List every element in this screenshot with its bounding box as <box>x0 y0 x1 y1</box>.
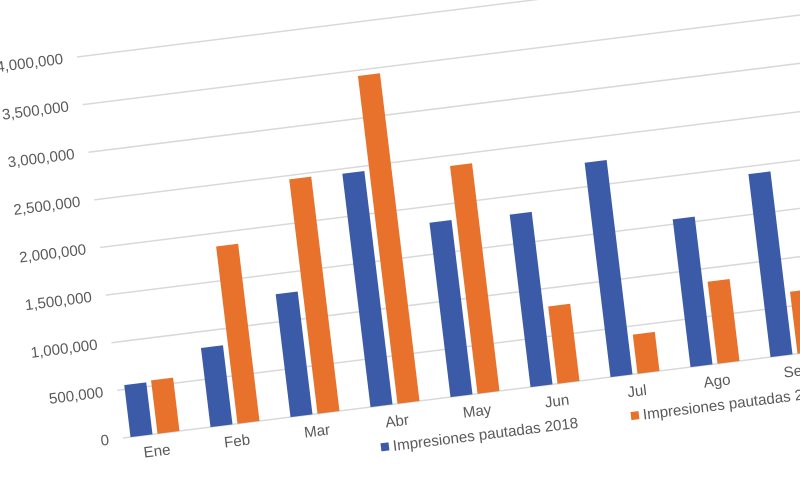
y-tick-label: 4,000,000 <box>0 51 64 76</box>
gridline <box>99 146 800 249</box>
x-tick-label: Mar <box>303 421 331 441</box>
bar-2018-mar <box>275 291 313 418</box>
gridline <box>76 0 800 58</box>
bar-2018-feb <box>200 345 233 428</box>
y-tick-label: 1,000,000 <box>30 337 99 362</box>
bar-2018-abr <box>342 170 393 408</box>
bar-2019-ago <box>707 279 740 364</box>
x-tick-label: Ene <box>143 441 172 461</box>
gridline <box>94 99 800 201</box>
bar-2018-jul <box>584 160 633 378</box>
bar-2019-ene <box>151 377 180 434</box>
legend: Impresiones pautadas 2018 Impresiones pa… <box>380 384 800 455</box>
x-tick-label: Jul <box>627 382 648 401</box>
y-tick-label: 2,500,000 <box>13 194 82 219</box>
bar-2019-feb <box>216 243 260 424</box>
y-tick-label: 500,000 <box>48 384 104 408</box>
y-axis: 0 500,000 1,000,000 1,500,000 2,000,000 2,500… <box>0 51 110 450</box>
bar-2018-ago <box>672 216 713 368</box>
bar-2018-ene <box>124 382 153 438</box>
gridline <box>88 51 800 153</box>
x-tick-label: Abr <box>384 412 409 432</box>
bar-2018-sep <box>748 171 793 358</box>
legend-swatch-2018 <box>380 442 390 452</box>
bar-2019-abr <box>357 73 420 404</box>
bar-2018-may <box>429 220 473 398</box>
y-tick-label: 1,500,000 <box>24 289 93 314</box>
x-tick-label: Sep <box>783 361 800 381</box>
bar-2018-jun <box>509 211 553 388</box>
x-axis: Ene Feb Mar Abr May Jun Jul Ago Sep <box>143 361 800 461</box>
y-tick-label: 3,500,000 <box>1 98 70 123</box>
y-tick-label: 3,000,000 <box>7 146 76 171</box>
bar-2019-may <box>450 163 500 394</box>
legend-label-2018: Impresiones pautadas 2018 <box>392 415 579 455</box>
x-tick-label: May <box>462 401 493 421</box>
bar-2019-jun <box>548 303 580 384</box>
gridline <box>82 3 800 106</box>
legend-swatch-2019 <box>630 411 640 421</box>
bars <box>124 73 800 438</box>
x-tick-label: Ago <box>703 371 732 391</box>
y-tick-label: 2,000,000 <box>18 241 87 266</box>
bar-2019-mar <box>289 176 340 414</box>
x-tick-label: Jun <box>544 392 570 412</box>
x-tick-label: Feb <box>223 431 251 451</box>
bar-2019-jul <box>632 331 660 374</box>
bar-2019-sep <box>790 289 800 354</box>
y-tick-label: 0 <box>100 432 110 450</box>
